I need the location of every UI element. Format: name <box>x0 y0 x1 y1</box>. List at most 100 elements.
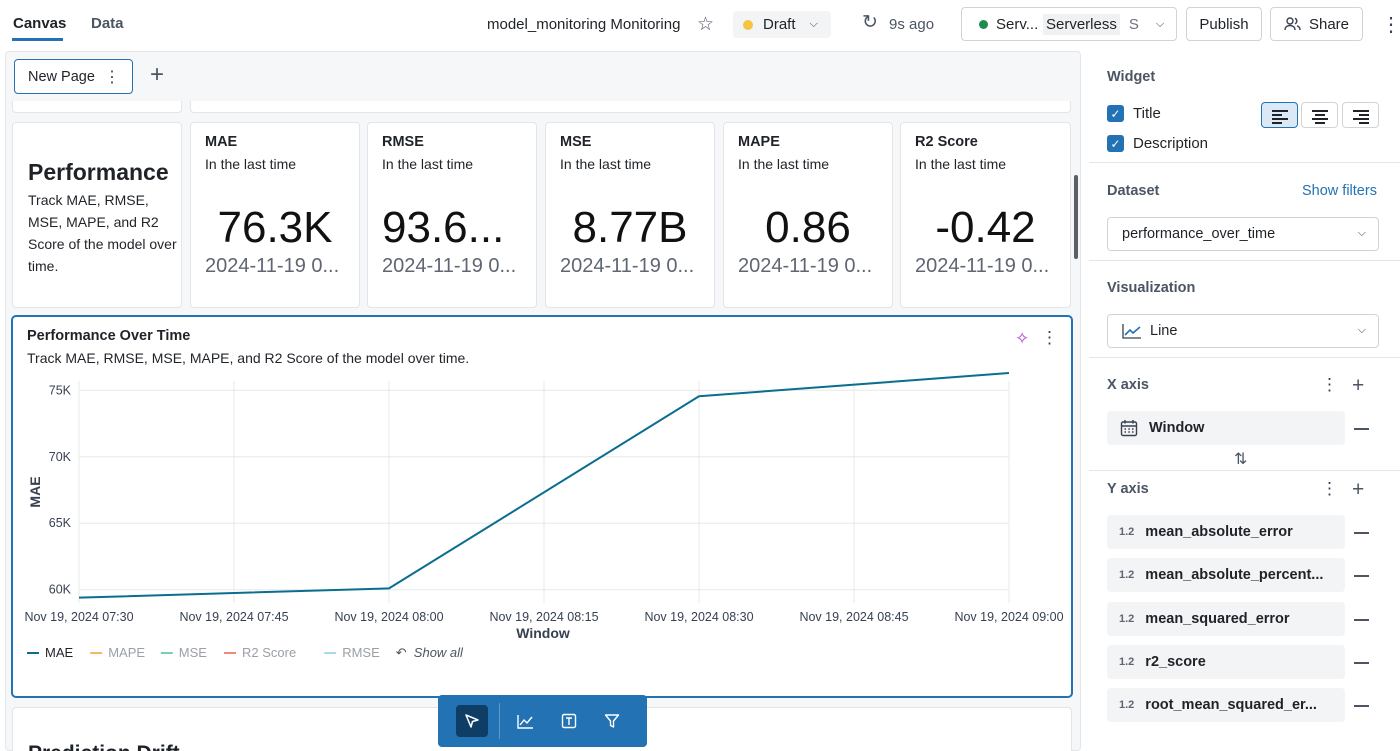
legend-item-mse[interactable]: MSE <box>179 645 208 660</box>
compute-selector[interactable]: Serv... Serverless S ⌵ <box>961 7 1177 41</box>
draft-status-dropdown[interactable]: Draft ⌵ <box>733 11 831 38</box>
y-axis-field[interactable]: 1.2 mean_squared_error <box>1107 602 1345 636</box>
kpi-widget-rmse[interactable]: RMSE In the last time 93.6... 2024-11-19… <box>367 122 537 308</box>
publish-button[interactable]: Publish <box>1186 7 1262 41</box>
x-axis-field[interactable]: Window <box>1107 411 1345 445</box>
page-tab-label: New Page <box>28 68 95 85</box>
x-tick-label: Nov 19, 2024 08:15 <box>489 610 598 624</box>
x-tick-label: Nov 19, 2024 07:30 <box>24 610 133 624</box>
ai-assistant-icon[interactable]: ✧ <box>1015 329 1030 348</box>
compute-status-dot <box>979 19 988 29</box>
y-axis-remove-icon[interactable] <box>1354 705 1369 707</box>
kpi-subtitle: In the last time <box>915 156 1007 172</box>
undo-icon: ↶ <box>396 645 407 660</box>
x-axis-add-icon[interactable]: + <box>1352 374 1365 397</box>
kpi-widget-mape[interactable]: MAPE In the last time 0.86 2024-11-19 0.… <box>723 122 893 308</box>
tab-data[interactable]: Data <box>91 15 124 32</box>
dataset-section-label: Dataset <box>1107 183 1160 199</box>
description-checkbox-row[interactable]: ✓ Description <box>1107 135 1208 152</box>
align-center-button[interactable] <box>1301 102 1338 128</box>
x-axis-field-name: Window <box>1149 420 1205 436</box>
y-axis-field[interactable]: 1.2 mean_absolute_error <box>1107 515 1345 549</box>
align-left-button[interactable] <box>1261 102 1298 128</box>
swap-axes-icon[interactable]: ⇅ <box>1234 451 1248 468</box>
widget-above-left[interactable] <box>12 101 182 113</box>
checkbox-checked-icon[interactable]: ✓ <box>1107 135 1124 152</box>
page-options-icon[interactable]: ⋮ <box>104 69 120 86</box>
y-axis-field[interactable]: 1.2 root_mean_squared_er... <box>1107 688 1345 722</box>
dataset-select[interactable]: performance_over_time ⌵ <box>1107 217 1379 251</box>
description-checkbox-label: Description <box>1133 135 1209 152</box>
show-filters-link[interactable]: Show filters <box>1302 183 1377 199</box>
performance-over-time-widget[interactable]: Performance Over Time Track MAE, RMSE, M… <box>11 315 1073 698</box>
more-options-icon[interactable]: ⋮ <box>1381 14 1400 36</box>
kpi-widget-mse[interactable]: MSE In the last time 8.77B 2024-11-19 0.… <box>545 122 715 308</box>
star-icon[interactable]: ☆ <box>697 14 715 35</box>
top-bar: Canvas Data model_monitoring Monitoring … <box>0 0 1400 48</box>
draft-status-dot <box>743 19 753 30</box>
title-checkbox-row[interactable]: ✓ Title <box>1107 105 1161 122</box>
widget-section-label: Widget <box>1107 69 1156 85</box>
x-axis-label: Window <box>516 625 570 641</box>
section-divider <box>1089 357 1400 358</box>
legend-item-mae[interactable]: MAE <box>45 645 74 660</box>
kpi-subtitle: In the last time <box>560 156 652 172</box>
line-chart-icon <box>1122 324 1141 339</box>
kpi-value: -0.42 <box>935 203 1036 252</box>
y-tick-label: 70K <box>49 450 72 464</box>
kpi-widget-mae[interactable]: MAE In the last time 76.3K 2024-11-19 0.… <box>190 122 360 308</box>
visualization-select-value: Line <box>1150 323 1178 339</box>
y-axis-remove-icon[interactable] <box>1354 662 1369 664</box>
select-tool-button[interactable] <box>456 705 488 737</box>
line-chart[interactable]: Nov 19, 2024 07:30 Nov 19, 2024 07:45 Nov … <box>13 317 1071 696</box>
share-button[interactable]: Share <box>1270 7 1363 41</box>
legend-item-r2-score[interactable]: R2 Score <box>242 645 296 660</box>
y-axis-field-name: root_mean_squared_er... <box>1145 697 1317 713</box>
kpi-widget-r2-score[interactable]: R2 Score In the last time -0.42 2024-11-… <box>900 122 1071 308</box>
dashboard-title[interactable]: model_monitoring Monitoring <box>487 16 681 33</box>
numeric-type-icon: 1.2 <box>1119 699 1135 711</box>
y-axis-add-icon[interactable]: + <box>1352 478 1365 501</box>
y-axis-field[interactable]: 1.2 mean_absolute_percent... <box>1107 558 1345 592</box>
y-axis-field[interactable]: 1.2 r2_score <box>1107 645 1345 679</box>
x-tick-label: Nov 19, 2024 08:00 <box>334 610 443 624</box>
add-visualization-button[interactable] <box>509 705 541 737</box>
prediction-drift-heading: Prediction Drift <box>28 742 180 751</box>
y-axis-remove-icon[interactable] <box>1354 575 1369 577</box>
chevron-down-icon: ⌵ <box>809 18 818 30</box>
x-axis-remove-icon[interactable] <box>1354 428 1369 430</box>
checkbox-checked-icon[interactable]: ✓ <box>1107 105 1124 122</box>
kpi-title: R2 Score <box>915 134 978 150</box>
kpi-title: MAE <box>205 134 238 150</box>
legend-item-mape[interactable]: MAPE <box>108 645 145 660</box>
show-all-link[interactable]: Show all <box>414 645 464 660</box>
canvas-scrollbar[interactable] <box>1074 175 1078 259</box>
widget-settings-panel: Widget ✓ Title ✓ Description Dataset Sho… <box>1089 51 1400 751</box>
y-axis-section-label: Y axis <box>1107 481 1149 497</box>
tab-canvas[interactable]: Canvas <box>13 15 67 32</box>
line-chart-icon <box>516 714 533 729</box>
y-axis-field-name: mean_absolute_percent... <box>1145 567 1324 583</box>
compute-extra: S <box>1128 15 1139 33</box>
kpi-subtitle: In the last time <box>205 156 297 172</box>
y-axis-remove-icon[interactable] <box>1354 532 1369 534</box>
widget-options-icon[interactable]: ⋮ <box>1041 328 1058 347</box>
add-filter-button[interactable] <box>596 705 628 737</box>
add-page-icon[interactable]: + <box>150 61 165 88</box>
y-axis-options-icon[interactable]: ⋮ <box>1321 479 1338 498</box>
y-axis-remove-icon[interactable] <box>1354 619 1369 621</box>
performance-text-widget[interactable]: Performance Track MAE, RMSE, MSE, MAPE, … <box>12 122 182 308</box>
compute-name: Serv... <box>996 15 1039 33</box>
kpi-date: 2024-11-19 0... <box>738 255 873 277</box>
refresh-icon[interactable]: ↻ <box>862 12 878 33</box>
add-text-button[interactable] <box>553 705 585 737</box>
page-tab-new-page[interactable]: New Page ⋮ <box>14 59 133 94</box>
align-right-button[interactable] <box>1342 102 1379 128</box>
widget-above-right[interactable] <box>190 101 1071 113</box>
visualization-select[interactable]: Line ⌵ <box>1107 314 1379 348</box>
chevron-down-icon: ⌵ <box>1357 227 1366 239</box>
x-axis-options-icon[interactable]: ⋮ <box>1321 375 1338 394</box>
share-button-label: Share <box>1308 15 1350 33</box>
kpi-title: RMSE <box>382 134 424 150</box>
legend-item-rmse[interactable]: RMSE <box>342 645 380 660</box>
